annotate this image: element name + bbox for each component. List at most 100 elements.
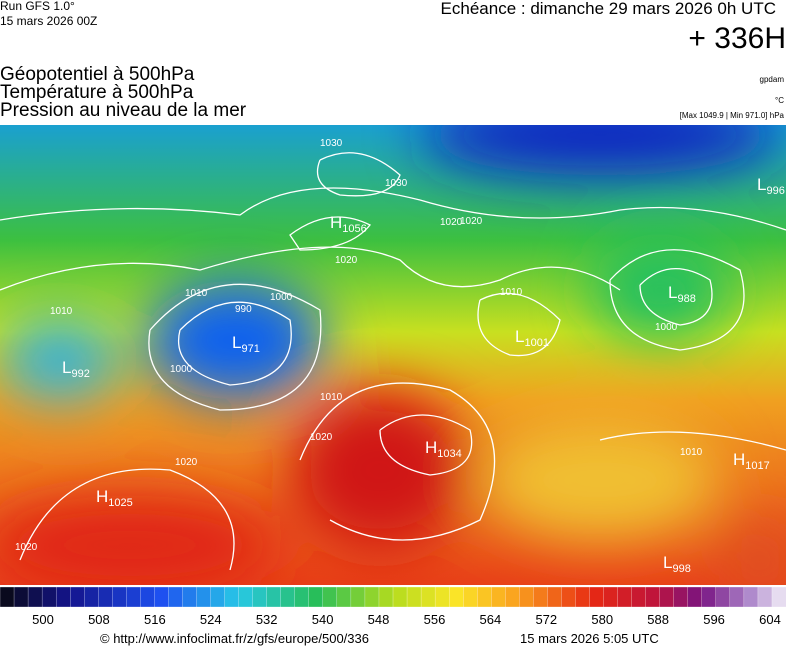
color-swatch (322, 586, 338, 608)
isobar-label: 1000 (655, 322, 678, 333)
colorbar-tick-label: 516 (144, 612, 166, 627)
isobar-label: 1020 (175, 457, 198, 468)
isobar-label: 1010 (185, 288, 208, 299)
color-swatch (55, 586, 71, 608)
pressure-center: H1056 (330, 213, 367, 235)
colorbar-tick-label: 604 (759, 612, 781, 627)
colorbar-tick-label: 588 (647, 612, 669, 627)
color-swatch (70, 586, 85, 608)
color-swatch (182, 586, 198, 608)
field-name: Géopotentiel à 500hPa (0, 64, 195, 85)
center-value: 1034 (437, 448, 461, 460)
center-value: 1001 (524, 337, 548, 349)
color-swatch (378, 586, 394, 608)
color-swatch (126, 586, 142, 608)
color-swatch (406, 586, 422, 608)
color-swatch (589, 586, 605, 608)
color-swatch (491, 586, 506, 608)
color-swatch (631, 586, 647, 608)
isobar-label: 1020 (335, 255, 358, 266)
center-letter: H (733, 450, 745, 469)
color-swatch (196, 586, 212, 608)
colorbar-tick-label: 540 (312, 612, 334, 627)
color-swatch (210, 586, 226, 608)
center-value: 992 (71, 368, 89, 380)
color-swatch (603, 586, 619, 608)
pressure-center: H1034 (425, 438, 462, 460)
color-swatch (519, 586, 535, 608)
pressure-center: H1025 (96, 487, 133, 509)
center-letter: H (425, 438, 437, 457)
color-swatch (561, 586, 577, 608)
color-swatch (687, 586, 703, 608)
isobar-label: 1030 (320, 138, 343, 149)
unit-note: gpdam (760, 75, 785, 84)
isobar-label: 1010 (680, 447, 703, 458)
color-swatch (308, 586, 324, 608)
isobar-label: 1000 (170, 364, 193, 375)
color-swatch (0, 586, 15, 608)
colorbar-tick-label: 500 (32, 612, 54, 627)
color-swatch (463, 586, 478, 608)
lead-time: + 336H (688, 22, 786, 55)
center-letter: L (232, 333, 241, 352)
color-swatch (224, 586, 240, 608)
field-name: Température à 500hPa (0, 82, 194, 103)
temperature-field (0, 125, 786, 585)
color-swatch (673, 586, 689, 608)
colorbar-tick-label: 548 (368, 612, 390, 627)
pressure-center: L971 (232, 333, 260, 355)
map: 1030 1030 1020 1020 1010 1010 1000 990 1000 1010 1… (0, 125, 786, 585)
color-swatch (168, 586, 184, 608)
color-swatch (533, 586, 549, 608)
colorbar-tick-label: 532 (256, 612, 278, 627)
center-letter: L (757, 175, 766, 194)
pressure-center: H1017 (733, 450, 770, 472)
color-swatch (27, 586, 43, 608)
pressure-center: L1001 (515, 327, 549, 349)
valid-time: Echéance : dimanche 29 mars 2026 0h UTC (441, 0, 776, 18)
source-url: © http://www.infoclimat.fr/z/gfs/europe/… (100, 631, 369, 646)
center-letter: H (96, 487, 108, 506)
isobar-label: 990 (235, 304, 252, 315)
pressure-center: L998 (663, 553, 691, 575)
colorbar-tick-label: 564 (480, 612, 502, 627)
center-value: 1056 (342, 223, 366, 235)
color-swatch (434, 586, 450, 608)
field-name: Pression au niveau de la mer (0, 100, 247, 121)
color-swatch (477, 586, 492, 608)
color-swatch (715, 586, 731, 608)
colorbar-tick-label: 596 (703, 612, 725, 627)
isobar-label: 1020 (460, 216, 483, 227)
pressure-center: L996 (757, 175, 785, 197)
color-swatch (112, 586, 127, 608)
color-swatch (294, 586, 310, 608)
color-swatch (336, 586, 352, 608)
center-letter: H (330, 213, 342, 232)
isobar-label: 1010 (500, 287, 523, 298)
color-swatch (252, 586, 268, 608)
center-letter: L (663, 553, 672, 572)
color-swatch (238, 586, 254, 608)
isobar-label: 1030 (385, 178, 408, 189)
unit-note: °C (775, 96, 784, 105)
run: Run GFS 1.0° (0, 0, 75, 13)
center-letter: L (62, 358, 71, 377)
color-swatch (547, 586, 563, 608)
color-swatch (448, 586, 464, 608)
pressure-center: L988 (668, 283, 696, 305)
color-swatch (659, 586, 675, 608)
center-letter: L (668, 283, 677, 302)
color-swatch (420, 586, 436, 608)
color-swatch (743, 586, 759, 608)
color-swatch (729, 586, 745, 608)
isobars (0, 152, 786, 571)
colorbar-tick-label: 556 (424, 612, 446, 627)
color-swatch (364, 586, 380, 608)
center-letter: L (515, 327, 524, 346)
isobar-label: 1020 (310, 432, 333, 443)
color-swatch (505, 586, 520, 608)
color-swatch (41, 586, 57, 608)
color-swatch (154, 586, 170, 608)
